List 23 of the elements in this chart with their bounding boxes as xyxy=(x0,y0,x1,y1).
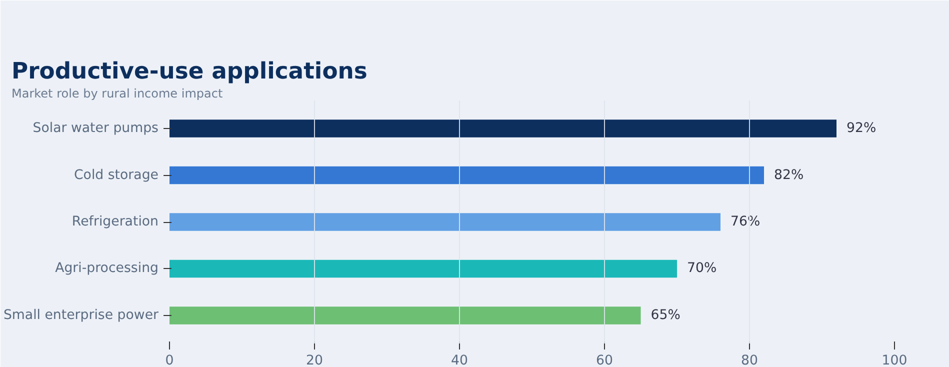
x-tick-label: 80 xyxy=(741,354,758,367)
data-label: 92% xyxy=(846,121,876,136)
y-tick-label: Small enterprise power xyxy=(3,308,160,323)
y-tick-label: Cold storage xyxy=(74,168,159,183)
bar xyxy=(170,166,764,184)
x-tick-label: 100 xyxy=(882,354,908,367)
data-label: 82% xyxy=(774,168,804,183)
data-label: 76% xyxy=(730,214,760,230)
x-tick-label: 60 xyxy=(596,354,613,367)
y-tick-label: Agri-processing xyxy=(55,261,159,276)
y-tick-label: Refrigeration xyxy=(72,214,159,230)
x-tick-label: 40 xyxy=(451,354,468,367)
y-tick-label: Solar water pumps xyxy=(32,121,159,136)
x-tick-label: 20 xyxy=(306,354,323,367)
bar xyxy=(170,120,836,138)
chart-subtitle: Market role by rural income impact xyxy=(12,86,223,100)
data-label: 70% xyxy=(687,261,717,276)
bar xyxy=(170,260,677,278)
x-tick-label: 0 xyxy=(165,354,174,367)
bar xyxy=(170,306,641,324)
data-label: 65% xyxy=(650,308,680,323)
chart-title: Productive-use applications xyxy=(12,58,368,84)
bar xyxy=(170,213,720,231)
